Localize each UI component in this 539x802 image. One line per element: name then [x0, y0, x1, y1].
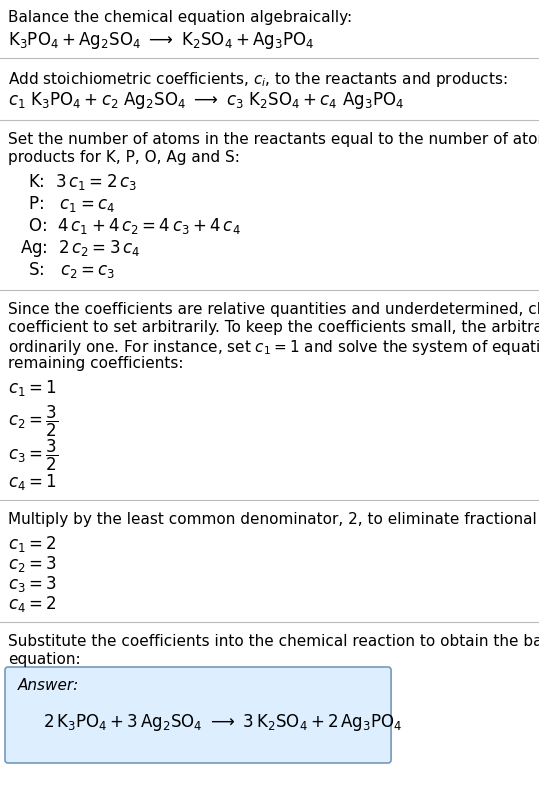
Text: Add stoichiometric coefficients, $c_i$, to the reactants and products:: Add stoichiometric coefficients, $c_i$, …: [8, 70, 508, 89]
Text: $c_3 = \dfrac{3}{2}$: $c_3 = \dfrac{3}{2}$: [8, 438, 58, 473]
FancyBboxPatch shape: [5, 667, 391, 763]
Text: ordinarily one. For instance, set $c_1 = 1$ and solve the system of equations fo: ordinarily one. For instance, set $c_1 =…: [8, 338, 539, 357]
Text: $c_1 = 1$: $c_1 = 1$: [8, 378, 57, 398]
Text: P:$\ \ \ c_1 = c_4$: P:$\ \ \ c_1 = c_4$: [28, 194, 115, 214]
Text: K:$\ \ 3\,c_1 = 2\,c_3$: K:$\ \ 3\,c_1 = 2\,c_3$: [28, 172, 137, 192]
Text: $c_1\ \mathrm{K_3PO_4} + c_2\ \mathrm{Ag_2SO_4}\ \longrightarrow\ c_3\ \mathrm{K: $c_1\ \mathrm{K_3PO_4} + c_2\ \mathrm{Ag…: [8, 90, 404, 111]
Text: $\mathrm{2\,K_3PO_4 + 3\,Ag_2SO_4\ \longrightarrow\ 3\,K_2SO_4 + 2\,Ag_3PO_4}$: $\mathrm{2\,K_3PO_4 + 3\,Ag_2SO_4\ \long…: [43, 712, 403, 733]
Text: coefficient to set arbitrarily. To keep the coefficients small, the arbitrary va: coefficient to set arbitrarily. To keep …: [8, 320, 539, 335]
Text: Answer:: Answer:: [18, 678, 79, 693]
Text: S:$\ \ \ c_2 = c_3$: S:$\ \ \ c_2 = c_3$: [28, 260, 115, 280]
Text: remaining coefficients:: remaining coefficients:: [8, 356, 183, 371]
Text: Ag:$\ \ 2\,c_2 = 3\,c_4$: Ag:$\ \ 2\,c_2 = 3\,c_4$: [20, 238, 140, 259]
Text: Substitute the coefficients into the chemical reaction to obtain the balanced: Substitute the coefficients into the che…: [8, 634, 539, 649]
Text: products for K, P, O, Ag and S:: products for K, P, O, Ag and S:: [8, 150, 240, 165]
Text: $c_3 = 3$: $c_3 = 3$: [8, 574, 57, 594]
Text: $c_1 = 2$: $c_1 = 2$: [8, 534, 57, 554]
Text: Since the coefficients are relative quantities and underdetermined, choose a: Since the coefficients are relative quan…: [8, 302, 539, 317]
Text: $c_4 = 2$: $c_4 = 2$: [8, 594, 57, 614]
Text: $c_2 = \dfrac{3}{2}$: $c_2 = \dfrac{3}{2}$: [8, 404, 58, 439]
Text: O:$\ \ 4\,c_1 + 4\,c_2 = 4\,c_3 + 4\,c_4$: O:$\ \ 4\,c_1 + 4\,c_2 = 4\,c_3 + 4\,c_4…: [28, 216, 241, 236]
Text: Balance the chemical equation algebraically:: Balance the chemical equation algebraica…: [8, 10, 352, 25]
Text: Multiply by the least common denominator, 2, to eliminate fractional coefficient: Multiply by the least common denominator…: [8, 512, 539, 527]
Text: $c_4 = 1$: $c_4 = 1$: [8, 472, 57, 492]
Text: Set the number of atoms in the reactants equal to the number of atoms in the: Set the number of atoms in the reactants…: [8, 132, 539, 147]
Text: $\mathrm{K_3PO_4 + Ag_2SO_4\ \longrightarrow\ K_2SO_4 + Ag_3PO_4}$: $\mathrm{K_3PO_4 + Ag_2SO_4\ \longrighta…: [8, 30, 314, 51]
Text: $c_2 = 3$: $c_2 = 3$: [8, 554, 57, 574]
Text: equation:: equation:: [8, 652, 81, 667]
